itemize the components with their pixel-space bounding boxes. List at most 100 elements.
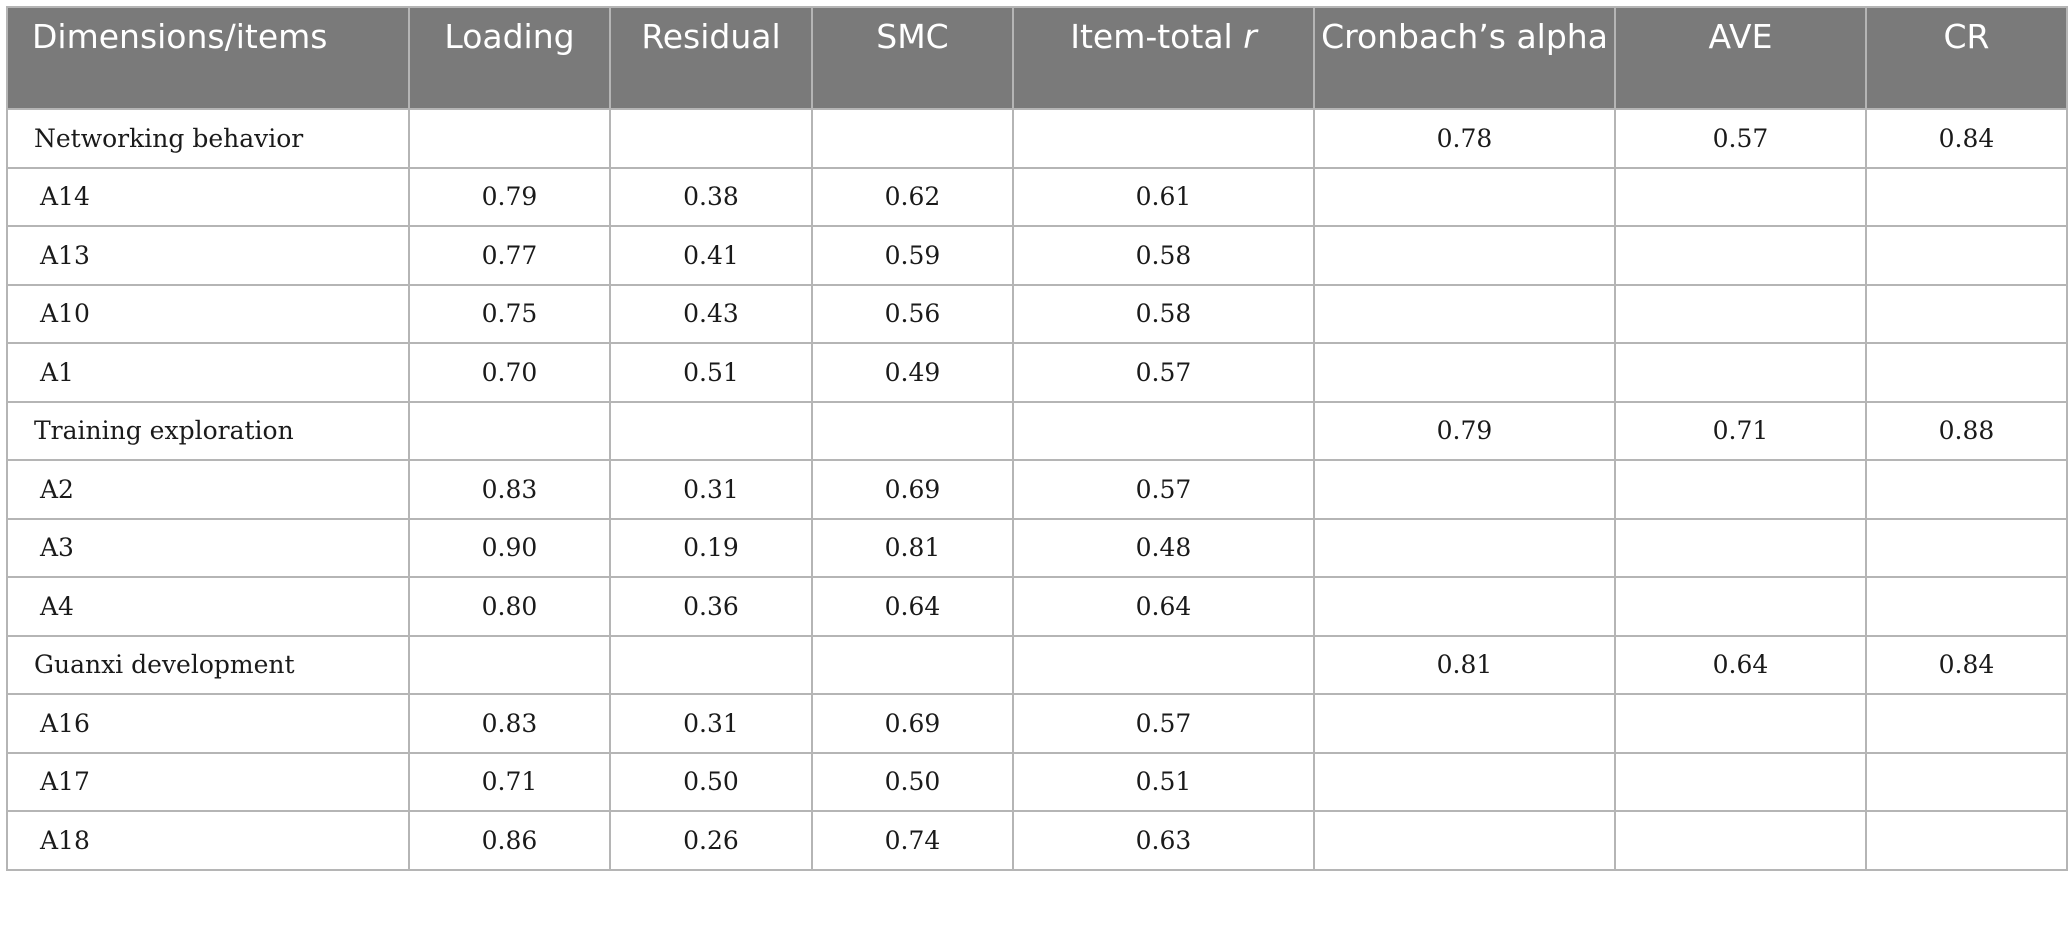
cell-smc: 0.59 xyxy=(811,225,1014,286)
cell-ave xyxy=(1614,283,1867,344)
cell-loading: 0.86 xyxy=(408,810,611,871)
table-row: Guanxi development 0.81 0.64 0.84 xyxy=(6,634,2068,695)
cell-item-total: 0.57 xyxy=(1012,342,1315,403)
cell-ave xyxy=(1614,751,1867,812)
cell-cr xyxy=(1865,751,2068,812)
table-row: A17 0.71 0.50 0.50 0.51 xyxy=(6,751,2068,812)
header-row: Dimensions/items Loading Residual SMC It… xyxy=(6,6,2068,110)
row-label: A10 xyxy=(6,283,410,344)
cell-ave xyxy=(1614,166,1867,227)
cell-residual: 0.31 xyxy=(609,693,813,754)
reliability-table: Dimensions/items Loading Residual SMC It… xyxy=(6,6,2068,871)
cell-cr xyxy=(1865,166,2068,227)
cell-cr: 0.84 xyxy=(1865,634,2068,695)
table-row: A18 0.86 0.26 0.74 0.63 xyxy=(6,810,2068,871)
cell-cronbach xyxy=(1313,225,1616,286)
cell-ave: 0.71 xyxy=(1614,400,1867,461)
table-row: A13 0.77 0.41 0.59 0.58 xyxy=(6,225,2068,286)
cell-loading: 0.80 xyxy=(408,576,611,637)
cell-cronbach xyxy=(1313,459,1616,520)
cell-loading xyxy=(408,108,611,169)
cell-cronbach xyxy=(1313,283,1616,344)
cell-cr xyxy=(1865,517,2068,578)
cell-cronbach xyxy=(1313,693,1616,754)
cell-item-total: 0.58 xyxy=(1012,225,1315,286)
header-residual: Residual xyxy=(609,6,813,110)
header-item-total-prefix: Item-total xyxy=(1070,17,1244,56)
cell-cr xyxy=(1865,225,2068,286)
cell-smc: 0.81 xyxy=(811,517,1014,578)
cell-loading: 0.71 xyxy=(408,751,611,812)
cell-cronbach xyxy=(1313,517,1616,578)
header-ave: AVE xyxy=(1614,6,1867,110)
cell-cronbach: 0.81 xyxy=(1313,634,1616,695)
cell-loading: 0.83 xyxy=(408,459,611,520)
cell-cr xyxy=(1865,342,2068,403)
cell-residual xyxy=(609,108,813,169)
header-item-total-r: r xyxy=(1243,17,1257,56)
cell-item-total: 0.58 xyxy=(1012,283,1315,344)
cell-smc xyxy=(811,108,1014,169)
table-row: A1 0.70 0.51 0.49 0.57 xyxy=(6,342,2068,403)
cell-smc xyxy=(811,400,1014,461)
row-label: A13 xyxy=(6,225,410,286)
cell-smc: 0.50 xyxy=(811,751,1014,812)
cell-ave xyxy=(1614,576,1867,637)
table-row: A14 0.79 0.38 0.62 0.61 xyxy=(6,166,2068,227)
table-row: A2 0.83 0.31 0.69 0.57 xyxy=(6,459,2068,520)
cell-ave xyxy=(1614,342,1867,403)
cell-smc: 0.69 xyxy=(811,459,1014,520)
cell-loading: 0.77 xyxy=(408,225,611,286)
table-row: A3 0.90 0.19 0.81 0.48 xyxy=(6,517,2068,578)
cell-ave xyxy=(1614,810,1867,871)
cell-loading: 0.83 xyxy=(408,693,611,754)
header-cr: CR xyxy=(1865,6,2068,110)
table-body: Networking behavior 0.78 0.57 0.84 A14 0… xyxy=(6,108,2068,871)
cell-cronbach: 0.78 xyxy=(1313,108,1616,169)
cell-ave xyxy=(1614,517,1867,578)
row-label: A14 xyxy=(6,166,410,227)
cell-item-total: 0.51 xyxy=(1012,751,1315,812)
cell-item-total: 0.48 xyxy=(1012,517,1315,578)
cell-residual: 0.51 xyxy=(609,342,813,403)
cell-item-total xyxy=(1012,108,1315,169)
cell-item-total: 0.57 xyxy=(1012,459,1315,520)
row-label: A2 xyxy=(6,459,410,520)
cell-smc: 0.64 xyxy=(811,576,1014,637)
row-label: Guanxi development xyxy=(6,634,410,695)
cell-ave: 0.57 xyxy=(1614,108,1867,169)
cell-loading xyxy=(408,400,611,461)
cell-ave xyxy=(1614,693,1867,754)
table-row: A10 0.75 0.43 0.56 0.58 xyxy=(6,283,2068,344)
cell-loading: 0.70 xyxy=(408,342,611,403)
cell-item-total: 0.64 xyxy=(1012,576,1315,637)
cell-loading xyxy=(408,634,611,695)
cell-item-total xyxy=(1012,634,1315,695)
cell-cr xyxy=(1865,693,2068,754)
cell-smc: 0.56 xyxy=(811,283,1014,344)
cell-residual xyxy=(609,400,813,461)
header-dimensions: Dimensions/items xyxy=(6,6,410,110)
cell-cr xyxy=(1865,459,2068,520)
header-loading: Loading xyxy=(408,6,611,110)
row-label: A3 xyxy=(6,517,410,578)
cell-residual: 0.36 xyxy=(609,576,813,637)
cell-loading: 0.79 xyxy=(408,166,611,227)
cell-cronbach: 0.79 xyxy=(1313,400,1616,461)
row-label: Networking behavior xyxy=(6,108,410,169)
row-label: A1 xyxy=(6,342,410,403)
header-smc: SMC xyxy=(811,6,1014,110)
cell-residual: 0.19 xyxy=(609,517,813,578)
cell-loading: 0.75 xyxy=(408,283,611,344)
cell-cr: 0.84 xyxy=(1865,108,2068,169)
cell-cr: 0.88 xyxy=(1865,400,2068,461)
cell-residual: 0.38 xyxy=(609,166,813,227)
cell-item-total: 0.63 xyxy=(1012,810,1315,871)
table-header: Dimensions/items Loading Residual SMC It… xyxy=(6,6,2068,110)
cell-cronbach xyxy=(1313,342,1616,403)
cell-item-total: 0.57 xyxy=(1012,693,1315,754)
cell-smc: 0.49 xyxy=(811,342,1014,403)
cell-cronbach xyxy=(1313,810,1616,871)
cell-residual: 0.26 xyxy=(609,810,813,871)
cell-cr xyxy=(1865,810,2068,871)
